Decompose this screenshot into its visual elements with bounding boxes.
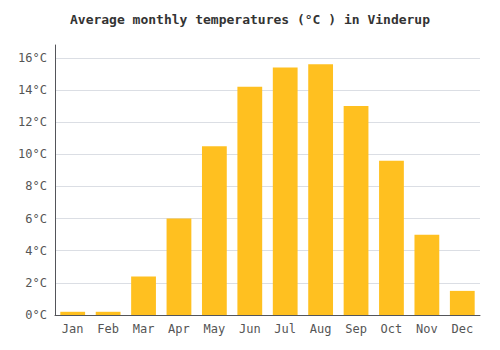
svg-text:Aug: Aug [310, 322, 332, 336]
svg-text:Sep: Sep [345, 322, 367, 336]
svg-text:Feb: Feb [97, 322, 119, 336]
svg-text:Jan: Jan [62, 322, 84, 336]
svg-text:Jul: Jul [274, 322, 296, 336]
svg-text:Jun: Jun [239, 322, 261, 336]
svg-text:14°C: 14°C [18, 83, 47, 97]
svg-text:10°C: 10°C [18, 147, 47, 161]
svg-text:May: May [204, 322, 226, 336]
svg-text:16°C: 16°C [18, 51, 47, 65]
svg-text:12°C: 12°C [18, 115, 47, 129]
svg-text:8°C: 8°C [25, 179, 47, 193]
svg-text:0°C: 0°C [25, 308, 47, 322]
svg-text:6°C: 6°C [25, 212, 47, 226]
svg-text:Oct: Oct [381, 322, 403, 336]
svg-text:4°C: 4°C [25, 244, 47, 258]
svg-text:Average monthly temperatures (: Average monthly temperatures (°C ) in Vi… [70, 12, 430, 27]
svg-text:Nov: Nov [416, 322, 438, 336]
svg-text:2°C: 2°C [25, 276, 47, 290]
svg-text:Apr: Apr [168, 322, 190, 336]
svg-text:Mar: Mar [133, 322, 155, 336]
svg-text:Dec: Dec [451, 322, 473, 336]
